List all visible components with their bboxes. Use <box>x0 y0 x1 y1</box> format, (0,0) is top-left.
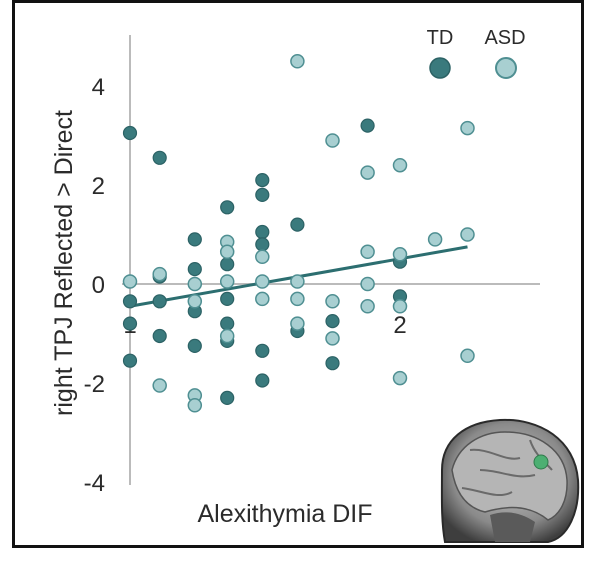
data-point-td <box>325 356 340 371</box>
data-point-asd <box>325 133 340 148</box>
axes <box>122 35 540 485</box>
data-point-asd <box>122 274 138 289</box>
data-point-asd <box>187 294 203 309</box>
x-axis-title: Alexithymia DIF <box>197 500 372 528</box>
data-point-td <box>152 150 167 165</box>
data-point-asd <box>325 331 340 346</box>
activation-marker <box>533 454 549 470</box>
data-point-td <box>255 343 270 358</box>
tick-labels: 420-2-412 <box>84 74 407 497</box>
data-point-td <box>122 125 138 141</box>
data-point-td <box>187 262 202 277</box>
legend-label-asd: ASD <box>484 27 525 49</box>
data-point-asd <box>360 276 375 292</box>
data-point-td <box>220 257 235 272</box>
y-tick-label: -4 <box>84 470 105 497</box>
data-point-td <box>220 291 235 306</box>
data-points <box>122 54 475 413</box>
data-point-asd <box>219 274 235 289</box>
data-point-asd <box>255 274 270 289</box>
data-point-td <box>122 316 138 331</box>
data-point-asd <box>360 165 375 180</box>
data-point-asd <box>255 291 270 307</box>
data-point-asd <box>392 370 408 386</box>
data-point-td <box>220 316 235 331</box>
y-tick-label: 0 <box>92 272 105 299</box>
brain-inset-image <box>440 418 580 543</box>
data-point-td <box>255 187 270 202</box>
data-point-td <box>360 118 375 133</box>
legend-label-td: TD <box>427 27 454 49</box>
data-point-td <box>152 328 167 344</box>
data-point-asd <box>219 244 235 260</box>
data-point-asd <box>392 157 408 173</box>
y-tick-label: -2 <box>84 371 105 398</box>
data-point-td <box>152 294 167 309</box>
data-point-asd <box>255 249 270 265</box>
data-point-asd <box>392 247 408 262</box>
data-point-td <box>255 224 270 240</box>
data-point-asd <box>392 299 408 314</box>
data-point-td <box>255 237 270 252</box>
x-tick-label: 2 <box>393 312 406 339</box>
data-point-td <box>290 217 305 232</box>
data-point-asd <box>460 227 475 242</box>
data-point-asd <box>219 328 235 344</box>
data-point-asd <box>325 294 340 309</box>
legend-marker-td <box>429 57 451 79</box>
data-point-asd <box>360 244 375 260</box>
data-point-td <box>122 294 138 309</box>
data-point-asd <box>152 378 167 393</box>
data-point-asd <box>427 232 443 247</box>
data-point-asd <box>290 274 305 289</box>
data-point-asd <box>460 348 475 364</box>
data-point-td <box>255 173 270 188</box>
y-tick-label: 4 <box>92 74 105 101</box>
data-point-td <box>187 338 202 353</box>
data-point-asd <box>290 291 305 307</box>
data-point-asd <box>187 398 203 413</box>
data-point-asd <box>187 276 203 292</box>
y-tick-label: 2 <box>92 173 105 200</box>
legend-marker-asd <box>495 57 517 79</box>
data-point-td <box>122 353 138 368</box>
data-point-td <box>255 373 270 388</box>
legend: TD ASD <box>427 27 526 79</box>
data-point-asd <box>152 266 167 282</box>
y-axis-title: right TPJ Reflected > Direct <box>50 110 78 416</box>
data-point-td <box>220 200 235 215</box>
data-point-asd <box>360 299 375 314</box>
data-point-asd <box>290 54 305 69</box>
data-point-td <box>220 390 235 405</box>
data-point-td <box>325 314 340 329</box>
data-point-asd <box>290 316 305 331</box>
data-point-asd <box>460 120 475 136</box>
data-point-td <box>187 232 202 247</box>
